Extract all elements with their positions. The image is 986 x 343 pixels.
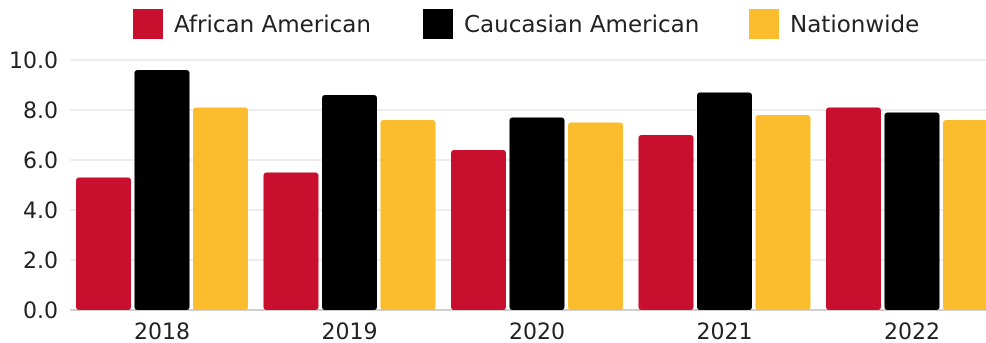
legend-label-1: Caucasian American [464, 12, 699, 38]
legend-label-2: Nationwide [790, 12, 919, 38]
y-tick-label-3: 6.0 [23, 149, 58, 174]
legend-swatch-2 [749, 9, 779, 39]
y-tick-label-0: 0.0 [23, 299, 58, 324]
y-tick-label-2: 4.0 [23, 199, 58, 224]
bar-2021-caucasian-american [697, 92, 752, 310]
bar-2019-caucasian-american [322, 95, 377, 310]
bar-2021-african-american [638, 135, 694, 310]
bar-2020-nationwide [568, 122, 623, 310]
bar-2019-african-american [263, 172, 319, 310]
bars [76, 70, 986, 310]
legend-swatch-1 [423, 9, 453, 39]
x-tick-label-2020: 2020 [509, 320, 565, 343]
y-tick-label-5: 10.0 [9, 49, 58, 74]
bar-2021-nationwide [755, 115, 811, 310]
legend-swatch-0 [133, 9, 163, 39]
bar-2022-caucasian-american [884, 112, 940, 310]
bar-2022-nationwide [943, 120, 986, 310]
bar-2022-african-american [826, 107, 881, 310]
bar-2020-caucasian-american [509, 117, 565, 310]
bar-2019-nationwide [380, 120, 436, 310]
y-axis-tick-labels: 0.0 2.0 4.0 6.0 8.0 10.0 [9, 49, 58, 324]
legend: African American Caucasian American Nation… [133, 9, 919, 39]
bar-2018-caucasian-american [134, 70, 190, 310]
y-tick-label-1: 2.0 [23, 249, 58, 274]
y-tick-label-4: 8.0 [23, 99, 58, 124]
x-tick-label-2018: 2018 [134, 320, 190, 343]
legend-label-0: African American [174, 12, 371, 38]
x-tick-label-2022: 2022 [884, 320, 940, 343]
bar-2020-african-american [451, 150, 506, 310]
x-tick-label-2019: 2019 [322, 320, 378, 343]
x-axis-tick-labels: 2018 2019 2020 2021 2022 [134, 320, 940, 343]
x-tick-label-2021: 2021 [697, 320, 753, 343]
bar-2018-african-american [76, 177, 131, 310]
bar-2018-nationwide [193, 107, 248, 310]
